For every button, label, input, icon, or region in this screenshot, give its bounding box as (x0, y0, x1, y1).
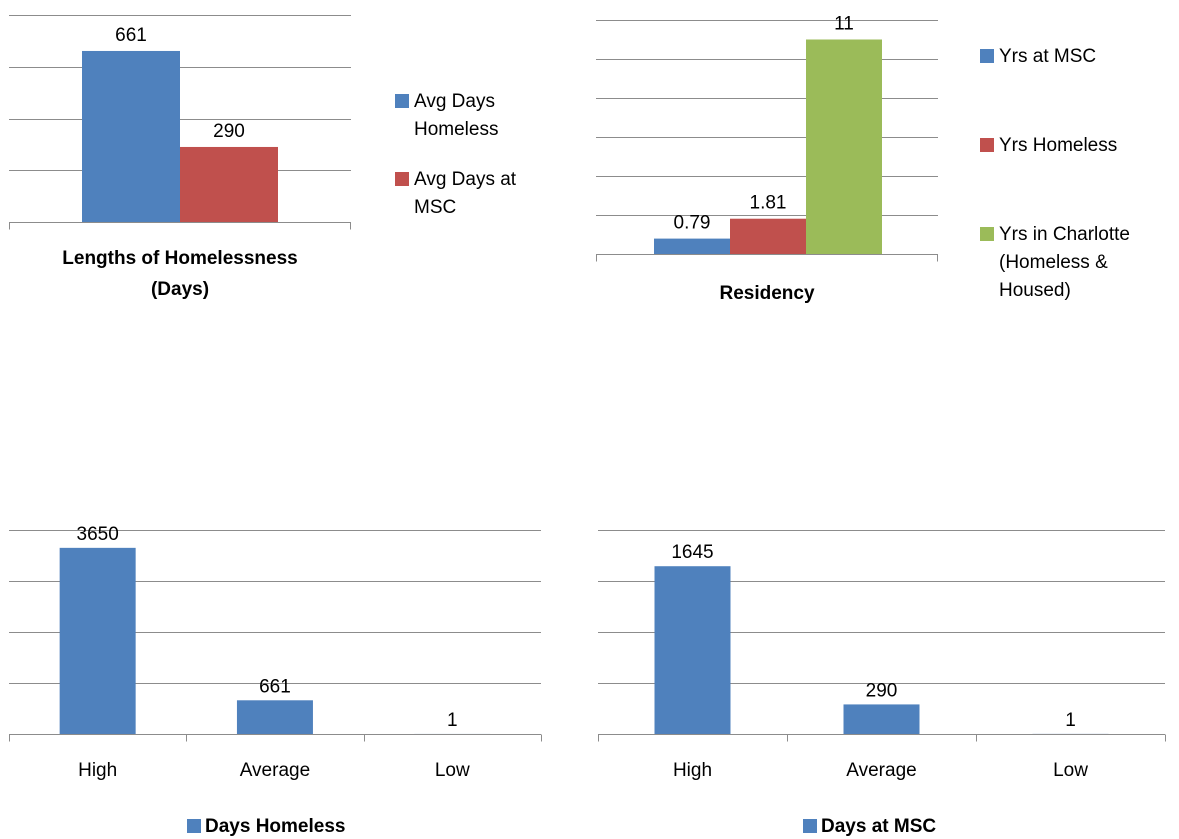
chart2-value-labels: 0.79 1.81 11 (674, 14, 854, 234)
data-label-average: 661 (259, 676, 291, 697)
bar-average (843, 704, 920, 734)
data-label-yrs-in-charlotte-homeless-housed: 11 (834, 14, 854, 35)
legend-swatch-yrs-in-charlotte (980, 227, 994, 241)
bar-yrs-at-msc (654, 238, 730, 254)
chart2-bars (654, 39, 882, 254)
chart-lengths-of-homelessness: 661 290 Lengths of Homelessness (Days) Av… (9, 15, 517, 300)
bar-yrs-homeless (730, 218, 806, 254)
chart4-bars (654, 566, 1109, 734)
data-label-yrs-homeless: 1.81 (750, 193, 787, 214)
data-label-low: 1 (447, 710, 458, 731)
chart2-legend: Yrs at MSC Yrs Homeless Yrs in Charlotte… (980, 46, 1130, 301)
chart1-title-line2: (Days) (151, 279, 209, 300)
legend-swatch-avg-days-msc (395, 172, 409, 186)
chart3-value-labels: 3650 661 1 (77, 524, 458, 731)
legend-label-avg-days-msc-2: MSC (414, 197, 456, 218)
chart3-bars (59, 547, 491, 734)
chart4-legend: Days at MSC (803, 816, 936, 837)
data-label-average: 290 (866, 680, 898, 701)
bar-average (236, 700, 313, 734)
bar-yrs-in-charlotte-homeless-housed (806, 39, 882, 254)
legend-swatch-days-at-msc (803, 819, 817, 833)
bar-avg-days-homeless (82, 50, 180, 223)
legend-swatch-yrs-at-msc (980, 49, 994, 63)
chart3-category-labels: High Average Low (78, 760, 470, 781)
legend-label-days-at-msc: Days at MSC (821, 816, 936, 837)
legend-label-avg-days-homeless-1: Avg Days (414, 91, 495, 112)
legend-label-days-homeless: Days Homeless (205, 816, 345, 837)
chart4-category-labels: High Average Low (673, 760, 1088, 781)
legend-label-avg-days-homeless-2: Homeless (414, 119, 498, 140)
chart-residency: 0.79 1.81 11 Residency Yrs at MSC Yrs Home… (596, 14, 1130, 304)
legend-label-yrs-in-charlotte-2: (Homeless & (999, 252, 1108, 273)
legend-label-avg-days-msc-1: Avg Days at (414, 169, 517, 190)
bar-high (59, 547, 136, 734)
chart1-legend: Avg Days Homeless Avg Days at MSC (395, 91, 517, 218)
data-label-avg-days-at-msc: 290 (213, 121, 245, 142)
category-label-high: High (673, 760, 712, 781)
chart1-title-line1: Lengths of Homelessness (62, 248, 297, 269)
bar-avg-days-at-msc (180, 146, 278, 222)
chart3-legend: Days Homeless (187, 816, 345, 837)
chart1-bars (82, 50, 278, 223)
category-label-high: High (78, 760, 117, 781)
chart2-title: Residency (719, 283, 814, 304)
chart-days-at-msc: 1645 290 1 High Average Low Days at MSC (598, 530, 1166, 837)
data-label-low: 1 (1065, 710, 1076, 731)
data-label-high: 3650 (77, 524, 119, 545)
category-label-average: Average (846, 760, 916, 781)
legend-label-yrs-in-charlotte-3: Housed) (999, 280, 1071, 301)
category-label-average: Average (240, 760, 310, 781)
chart4-value-labels: 1645 290 1 (671, 542, 1075, 731)
data-label-avg-days-homeless: 661 (115, 25, 147, 46)
legend-label-yrs-in-charlotte-1: Yrs in Charlotte (999, 224, 1130, 245)
legend-swatch-days-homeless (187, 819, 201, 833)
legend-label-yrs-at-msc: Yrs at MSC (999, 46, 1096, 67)
chart-days-homeless: 3650 661 1 High Average Low Days Homeless (9, 524, 542, 837)
category-label-low: Low (1053, 760, 1088, 781)
category-label-low: Low (435, 760, 470, 781)
data-label-high: 1645 (671, 542, 713, 563)
legend-swatch-avg-days-homeless (395, 94, 409, 108)
legend-swatch-yrs-homeless (980, 138, 994, 152)
data-label-yrs-at-msc: 0.79 (674, 213, 711, 234)
chart1-value-labels: 661 290 (115, 25, 245, 142)
legend-label-yrs-homeless: Yrs Homeless (999, 135, 1117, 156)
bar-high (654, 566, 731, 734)
